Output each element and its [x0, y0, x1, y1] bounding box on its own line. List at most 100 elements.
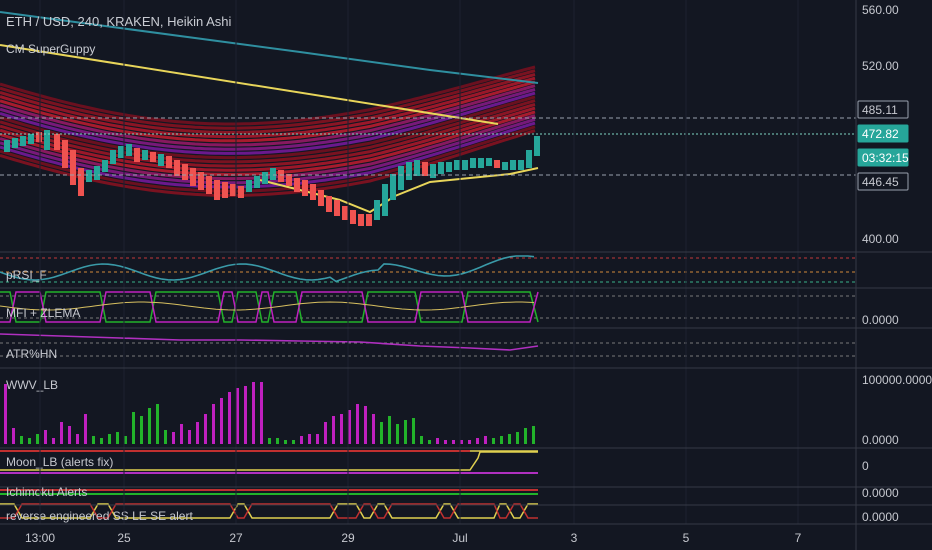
candle — [358, 214, 364, 226]
candle — [4, 140, 10, 152]
trend-line-yellow — [0, 44, 499, 125]
volume-bar — [340, 414, 343, 444]
candle — [86, 170, 92, 182]
volume-bar — [476, 438, 479, 444]
candle — [302, 180, 308, 196]
candle — [78, 168, 84, 196]
candle — [62, 140, 68, 168]
candle — [206, 176, 212, 194]
volume-bar — [220, 398, 223, 444]
volume-bar — [524, 428, 527, 444]
time-axis[interactable]: 13:00 25 27 29 Jul 3 5 7 — [25, 531, 802, 545]
candle — [174, 160, 180, 176]
moon-step — [0, 451, 538, 471]
volume-bar — [292, 440, 295, 444]
guppy-ribbon-line — [0, 91, 536, 155]
candle — [366, 214, 372, 226]
volume-bar — [372, 414, 375, 444]
volume-bar — [396, 424, 399, 444]
candle — [262, 172, 268, 184]
volume-bar — [324, 422, 327, 444]
price-tick-label: 400.00 — [862, 232, 899, 246]
guppy-ribbon-line — [0, 95, 536, 160]
guppy-ribbon-line — [0, 69, 536, 130]
candle — [334, 200, 340, 216]
volume-bar — [212, 404, 215, 444]
candle — [134, 148, 140, 162]
pane-label: reverse engineered SS LE SE alert — [6, 509, 193, 523]
candle — [494, 160, 500, 168]
candle — [118, 146, 124, 158]
candle — [286, 174, 292, 186]
guppy-ribbon-line — [0, 84, 536, 147]
pane-label: Ichimoku Alerts — [6, 485, 87, 499]
price-badge-text: 03:32:15 — [862, 151, 909, 165]
volume-bar — [516, 432, 519, 444]
volume-bar — [276, 438, 279, 444]
price-axis[interactable]: 560.00 520.00 400.00 485.11 472.82 03:32:15 44… — [857, 3, 932, 524]
mfi-magenta-step — [0, 291, 539, 323]
volume-bar — [348, 410, 351, 444]
pane-axis-label: 0.0000 — [862, 313, 899, 327]
volume-bar — [428, 440, 431, 444]
candle — [414, 160, 420, 176]
volume-bar — [388, 416, 391, 444]
volume-bar — [236, 388, 239, 444]
main-price-pane[interactable] — [0, 11, 856, 226]
volume-bar — [76, 434, 79, 444]
candle — [198, 172, 204, 190]
candle — [406, 162, 412, 180]
study-label-superguppy[interactable]: CM SuperGuppy — [6, 42, 96, 56]
volume-bar — [500, 436, 503, 444]
pane-label: pRSI_F — [6, 268, 47, 282]
price-badge-bg — [857, 124, 909, 143]
candle — [94, 166, 100, 180]
volume-bar — [4, 384, 7, 444]
volume-bar — [380, 422, 383, 444]
candle — [142, 150, 148, 160]
volume-bar — [260, 382, 263, 444]
atr-line — [0, 333, 539, 351]
volume-bar — [172, 432, 175, 444]
pane-axis-label: 0 — [862, 459, 869, 473]
candle — [526, 150, 532, 168]
pane-label: WWV_LB — [6, 378, 58, 392]
time-tick-label: 13:00 — [25, 531, 55, 545]
candle — [534, 136, 540, 156]
time-tick-label: 3 — [571, 531, 578, 545]
candle — [20, 136, 26, 146]
guppy-ribbon-line — [0, 99, 536, 164]
candle — [470, 158, 476, 168]
candle — [222, 182, 228, 198]
candle — [12, 138, 18, 148]
candle — [254, 176, 260, 188]
volume-bar — [284, 440, 287, 444]
volume-bar — [364, 406, 367, 444]
candle — [182, 164, 188, 180]
volume-bar — [308, 434, 311, 444]
candle — [126, 144, 132, 156]
price-badge-bg — [857, 172, 909, 191]
pane-axis-label: 0.0000 — [862, 510, 899, 524]
candle — [230, 184, 236, 196]
volume-bar — [316, 434, 319, 444]
candle — [518, 160, 524, 170]
candle — [510, 160, 516, 170]
reverse-alert-yellow — [0, 503, 538, 519]
volume-bar — [12, 428, 15, 444]
volume-bar — [468, 440, 471, 444]
zlema-line — [0, 301, 535, 311]
candle — [70, 150, 76, 185]
volume-bar — [492, 438, 495, 444]
candle — [478, 158, 484, 168]
pane-label: ATR%HN — [6, 347, 57, 361]
candle — [390, 174, 396, 200]
guppy-ribbon-line — [0, 80, 536, 143]
volume-bar — [164, 430, 167, 444]
indicator-panes[interactable]: pRSI_F MFI + ZLEMA ATR%HN WWV_LB Moon_LB (al… — [0, 255, 856, 523]
volume-bar — [20, 436, 23, 444]
volume-bar — [508, 434, 511, 444]
volume-bar — [180, 424, 183, 444]
candle — [150, 152, 156, 162]
